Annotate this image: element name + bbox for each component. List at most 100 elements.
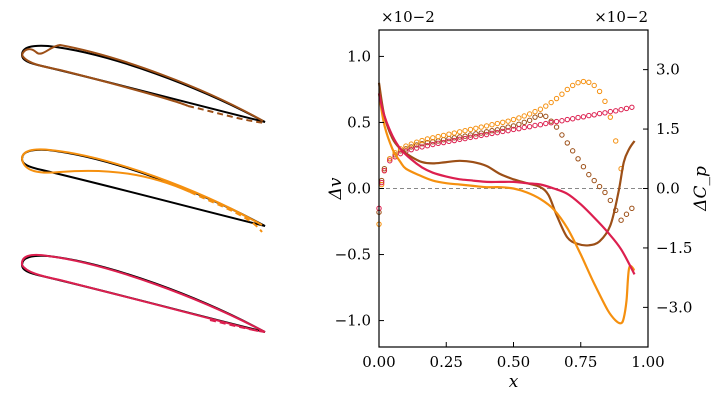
orange-cp-point [387,156,393,162]
orange-cp-point [537,106,544,112]
orange-cp-point [419,137,425,144]
orange-cp-point [510,116,517,123]
crimson-cp-point [435,140,441,147]
airfoil-panel [20,43,266,333]
crimson-cp-point [607,108,614,115]
crimson-cp-point [505,127,511,134]
reference-airfoil [20,44,266,123]
orange-cp-point [424,136,431,142]
brown-cp-point [564,140,570,146]
orange-cp-point [494,120,501,127]
orange-cp-point [586,79,592,86]
crimson-cp-point [413,145,420,151]
right-axis-multiplier: ×10−2 [594,8,648,26]
right-tick-label: −3.0 [656,298,692,316]
brown-cp-point [537,112,544,118]
orange-cp-point [446,131,452,137]
crimson-cp-point [451,137,458,144]
brown-cp-point [629,205,635,212]
brown-cp-point [516,121,522,128]
crimson-cp-point [483,131,490,138]
airfoil-trailing-dashed [189,191,263,233]
brown-cp-point [478,130,484,136]
crimson-cp-point [408,146,414,153]
brown-cp-point [569,148,576,154]
crimson-cp-point [419,144,425,150]
crimson-cp-point [580,114,587,120]
orange-cp-point [403,143,409,149]
orange-cp-point [596,88,603,95]
brown-cp-point [618,217,624,223]
airfoil-crimson [20,253,266,333]
crimson-cp-point [397,150,404,157]
x-tick-label: 0.25 [430,353,463,371]
right-tick-label: 3.0 [656,61,680,79]
orange-cp-point [569,82,576,89]
brown-cp-point [467,132,474,138]
crimson-cp-point [586,112,592,119]
brown-cp-point [457,134,463,140]
left-tick-label: 0.0 [347,180,371,198]
orange-cp-point [435,133,441,140]
brown-cp-point [543,113,549,120]
reference-airfoil [20,254,266,333]
crimson-cp-point [629,104,635,110]
brown-cp-point [548,118,554,124]
optimized-airfoil [20,253,266,333]
orange-cp-point [430,135,436,141]
brown-cp-point [403,146,409,152]
brown-cp-point [526,117,533,124]
orange-cp-point [543,103,549,109]
brown-cp-point [591,177,597,184]
brown-cp-point [489,127,495,134]
crimson-cp-point [537,122,544,128]
right-tick-label: −1.5 [656,239,692,257]
brown-cp-point [521,119,527,126]
right-tick-label: 0.0 [656,180,680,198]
x-tick-label: 0.75 [564,353,597,371]
orange-cp-point [413,139,420,145]
crimson-cp-point [575,114,581,121]
crimson-cp-point [424,143,431,149]
orange-cp-point [553,95,560,102]
crimson-cp-point [457,136,463,143]
y-axis-label-left: Δv [326,177,346,200]
crimson-cp-point [618,106,624,113]
series-orange-cp [376,78,624,227]
brown-cp-point [505,124,511,130]
orange-cp-point [575,80,581,86]
orange-cp-point [526,111,533,117]
crimson-cp-point [596,110,603,117]
crimson-cp-point [510,126,517,133]
crimson-cp-point [613,108,619,114]
orange-cp-point [462,127,468,134]
optimized-airfoil [21,148,263,226]
series-crimson-cp [376,104,635,212]
brown-cp-point [462,133,468,139]
orange-cp-point [489,122,495,128]
orange-cp-point [483,123,490,129]
x-tick-label: 1.00 [631,353,664,371]
orange-cp-point [505,118,511,124]
left-axis-multiplier: ×10−2 [381,8,435,26]
left-tick-label: −0.5 [335,246,371,264]
crimson-cp-point [559,118,565,124]
series-brown [377,82,636,247]
crimson-cp-point [462,135,468,142]
crimson-cp-point [478,132,484,139]
x-axis-label: x [509,372,519,392]
orange-cp-point [440,132,447,139]
brown-cp-point [408,144,414,150]
brown-cp-point [419,141,425,147]
brown-cp-point [575,156,581,162]
left-tick-label: 1.0 [347,47,371,65]
orange-cp-point [408,141,414,147]
crimson-cp-point [623,105,630,112]
orange-cp-point [580,78,587,85]
series-orange [377,93,636,325]
crimson-cp-point [543,120,549,127]
x-tick-label: 0.50 [497,353,530,371]
crimson-cp-point [516,125,522,132]
brown-cp-point [607,197,614,204]
